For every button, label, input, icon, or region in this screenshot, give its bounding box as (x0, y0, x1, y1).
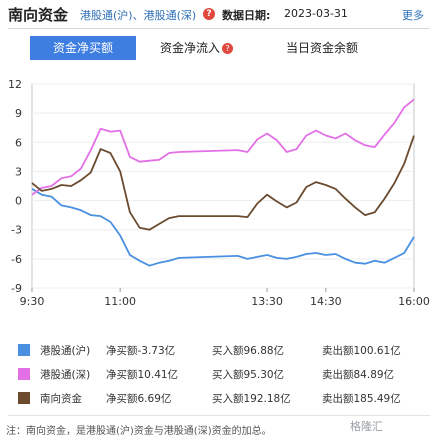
tab-label: 资金净流入 (160, 41, 221, 55)
divider (8, 28, 430, 29)
tab-daily-balance[interactable]: 当日资金余额 (286, 36, 358, 60)
date-label: 数据日期: (222, 9, 271, 22)
tab-net-buy[interactable]: 资金净买额 (30, 36, 136, 60)
y-tick-label: -6 (11, 253, 22, 266)
legend-net: 净买额10.41亿 (106, 369, 179, 381)
legend-name: 港股通(沪) (40, 345, 91, 357)
legend-name: 港股通(深) (40, 369, 91, 381)
y-tick-label: -3 (11, 224, 22, 237)
question-icon[interactable]: ? (203, 8, 215, 20)
y-tick-label: 0 (15, 195, 22, 208)
subtitle-link[interactable]: 港股通(沪)、港股通(深) (80, 9, 197, 22)
legend-buy: 买入额95.30亿 (212, 369, 285, 381)
y-tick-label: 6 (15, 136, 22, 149)
series-line-2 (31, 135, 415, 231)
series-line-0 (31, 188, 415, 267)
legend-net: 净买额6.69亿 (106, 393, 172, 405)
more-link[interactable]: 更多 (402, 9, 424, 22)
line-chart: 12 9 6 3 0 -3 -6 -99:30 11:00 13:30 14:30 16:00 (8, 78, 430, 308)
legend-buy: 买入额96.88亿 (212, 345, 285, 357)
tab-bar: 资金净买额 资金净流入? 当日资金余额 (0, 36, 438, 62)
y-tick-label: 12 (8, 78, 22, 91)
legend-net: 净买额-3.73亿 (106, 345, 176, 357)
legend-swatch (18, 368, 30, 380)
x-tick-label: 13:30 (251, 295, 283, 308)
watermark: 格隆汇 (350, 420, 383, 433)
y-tick-label: -9 (11, 282, 22, 295)
plot-area (31, 83, 415, 289)
tab-net-inflow[interactable]: 资金净流入? (160, 36, 234, 60)
y-tick-label: 3 (15, 165, 22, 178)
series-line-1 (31, 98, 415, 196)
legend-row-nanxiang: 南向资金 净买额6.69亿 买入额192.18亿 卖出额185.49亿 (0, 388, 438, 410)
legend-sell: 卖出额100.61亿 (322, 345, 401, 357)
y-tick-label: 9 (15, 107, 22, 120)
header: 南向资金 港股通(沪)、港股通(深) ? 数据日期: 2023-03-31 更多 (0, 0, 438, 30)
page-title: 南向资金 (8, 6, 69, 24)
x-tick-label: 14:30 (310, 295, 342, 308)
legend-sell: 卖出额84.89亿 (322, 369, 395, 381)
tab-label: 当日资金余额 (286, 41, 359, 55)
footnote: 注：南向资金，是港股通(沪)资金与港股通(深)资金的加总。 (6, 426, 272, 437)
legend-row-hu: 港股通(沪) 净买额-3.73亿 买入额96.88亿 卖出额100.61亿 (0, 340, 438, 362)
x-tick-label: 16:00 (398, 295, 430, 308)
legend-name: 南向资金 (40, 393, 82, 405)
question-icon[interactable]: ? (222, 43, 234, 54)
legend-buy: 买入额192.18亿 (212, 393, 291, 405)
date-value: 2023-03-31 (284, 7, 348, 20)
legend-row-shen: 港股通(深) 净买额10.41亿 买入额95.30亿 卖出额84.89亿 (0, 364, 438, 386)
divider (8, 415, 430, 416)
legend-swatch (18, 344, 30, 356)
legend-sell: 卖出额185.49亿 (322, 393, 401, 405)
x-tick-label: 11:00 (104, 295, 136, 308)
legend-swatch (18, 392, 30, 404)
x-tick-label: 9:30 (20, 295, 45, 308)
tab-label: 资金净买额 (52, 41, 113, 55)
